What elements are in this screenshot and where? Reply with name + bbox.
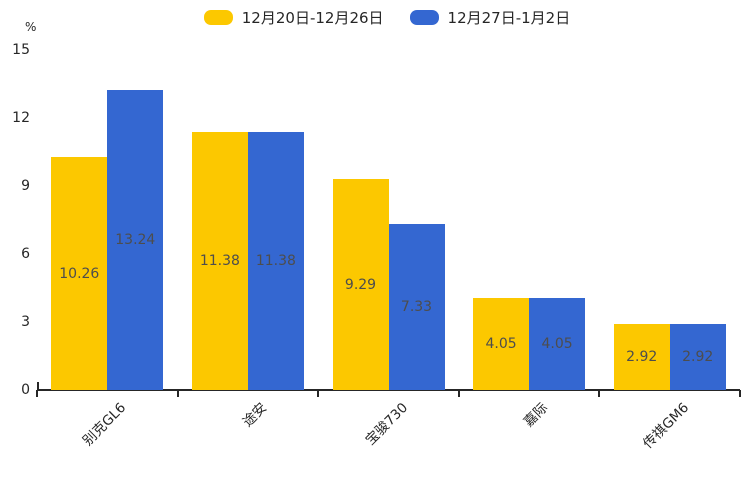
bar [669,324,726,390]
x-axis-line [37,389,740,391]
bar-value-label: 2.92 [682,349,714,365]
bar [247,132,304,390]
y-axis-unit-label: % [25,20,37,34]
x-axis-tick [317,390,320,397]
bar-value-label: 13.24 [115,232,156,248]
legend-item: 12月27日-1月2日 [409,7,571,28]
bar-value-label: 9.29 [344,276,377,293]
bar [51,157,108,390]
legend-swatch-icon [409,9,439,25]
bar [191,132,248,390]
bar-value-label: 4.05 [485,336,517,352]
bar-value-label: 11.38 [199,253,240,269]
legend-item: 12月20日-12月26日 [203,7,384,28]
bar [613,324,670,390]
bar-value-label: 4.05 [541,336,573,352]
bar [107,90,164,390]
x-axis-tick [739,390,741,397]
bar [388,224,445,390]
y-axis-tick-label: 12 [12,110,30,126]
bar-value-label: 11.38 [255,253,296,269]
legend-label: 12月20日-12月26日 [241,8,384,27]
bar-value-label: 7.33 [400,299,433,315]
bar [332,179,389,390]
x-axis-tick [598,390,601,397]
bar [529,298,586,390]
y-axis-tick-label: 9 [21,178,30,194]
x-axis-tick [457,390,460,397]
y-axis-tick-label: 15 [12,42,30,58]
bar-value-label: 2.92 [626,349,658,365]
y-axis-tick-label: 6 [21,246,30,262]
y-axis-tick-label: 0 [21,382,30,398]
y-axis-tick-label: 3 [21,314,30,330]
x-axis-tick [36,390,38,397]
y-axis-origin-tick [37,382,39,390]
x-axis-tick [176,390,179,397]
x-axis-category-label: 别克GL6 [80,399,130,450]
legend-swatch-icon [203,9,233,25]
bar-value-label: 10.26 [59,265,100,282]
bar [473,298,530,390]
legend: 12月20日-12月26日 12月27日-1月2日 [30,6,744,28]
legend-label: 12月27日-1月2日 [447,8,571,27]
